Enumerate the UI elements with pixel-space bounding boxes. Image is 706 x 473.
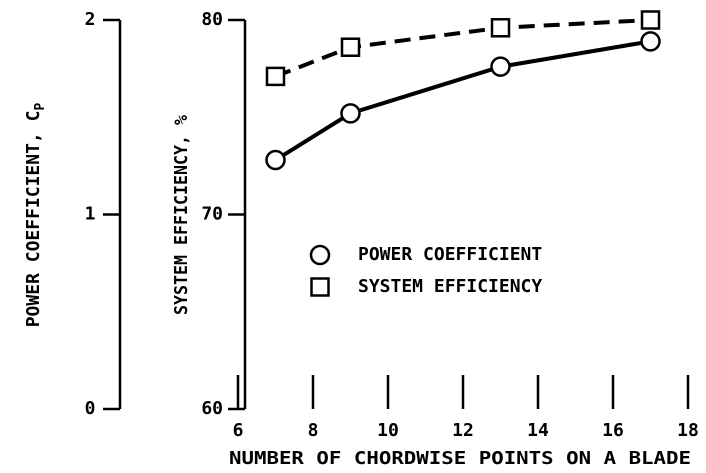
y2-axis-label-main: POWER COEFFICIENT, C — [23, 111, 44, 328]
legend-label: POWER COEFFICIENT — [358, 244, 542, 265]
data-point — [640, 10, 661, 30]
x-tick-label: 14 — [527, 420, 549, 441]
y-tick-label: 80 — [201, 9, 223, 30]
y2-tick-label: 2 — [85, 9, 96, 30]
x-tick-label: 6 — [233, 420, 244, 441]
y2-tick-label: 0 — [85, 398, 96, 419]
y-tick-label: 60 — [201, 398, 223, 419]
data-point — [490, 56, 511, 77]
data-point — [490, 18, 511, 38]
data-point — [265, 149, 286, 171]
y2-axis-label: POWER COEFFICIENT, CP — [23, 103, 48, 328]
data-point — [640, 31, 661, 52]
x-tick-label: 8 — [308, 420, 319, 441]
y2-tick-label: 1 — [85, 204, 96, 225]
legend-label: SYSTEM EFFICIENCY — [358, 276, 542, 297]
data-point — [340, 103, 361, 124]
x-tick-label: 16 — [602, 420, 624, 441]
y-tick-label: 70 — [201, 204, 223, 225]
y2-axis-label-subscript: P — [33, 103, 48, 111]
series-line — [274, 39, 651, 162]
data-point — [340, 37, 361, 57]
legend-marker — [310, 277, 330, 297]
x-tick-label: 10 — [377, 420, 399, 441]
data-point — [265, 66, 286, 87]
x-tick-label: 18 — [677, 420, 699, 441]
legend-marker — [309, 244, 331, 266]
x-axis-label: NUMBER OF CHORDWISE POINTS ON A BLADE — [229, 448, 691, 469]
x-tick-label: 12 — [452, 420, 474, 441]
series-line — [274, 18, 651, 79]
y-axis-label: SYSTEM EFFICIENCY, % — [171, 115, 192, 315]
